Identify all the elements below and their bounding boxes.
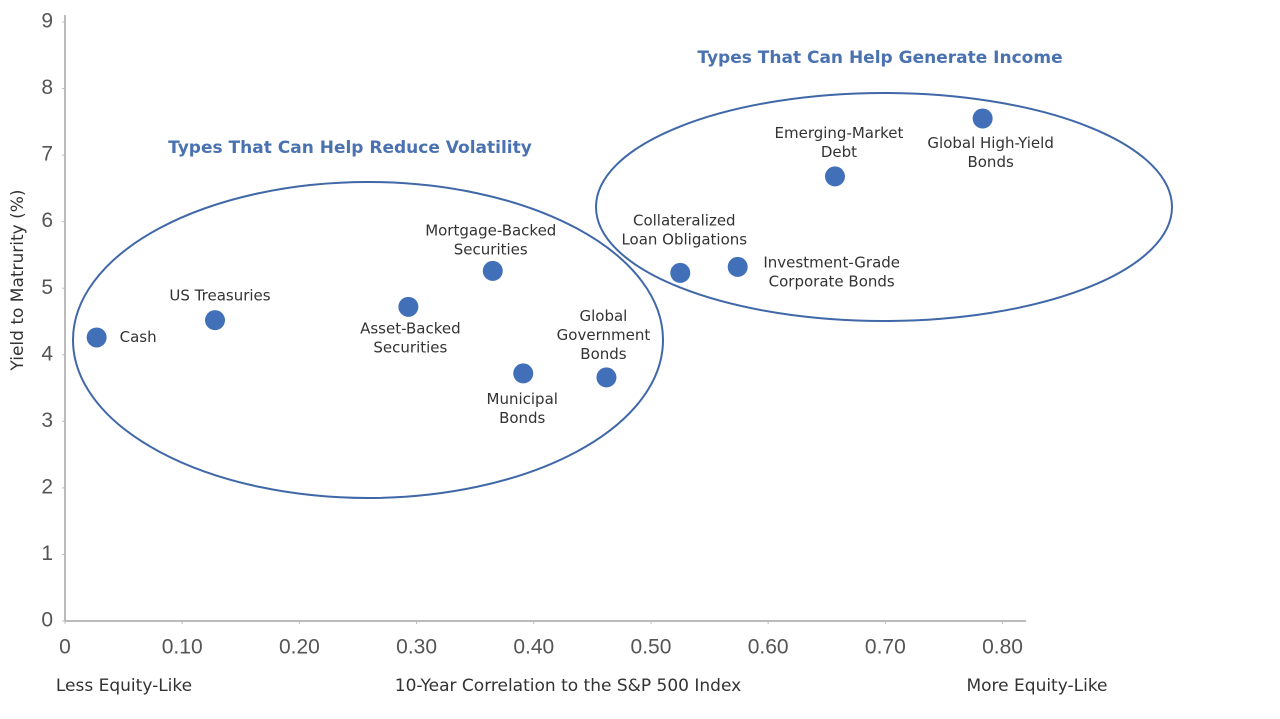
point-label: Securities [454, 240, 528, 258]
point-label: Bonds [580, 345, 626, 363]
point-label: Asset-Backed [360, 319, 461, 337]
point [596, 367, 617, 388]
point-label: Loan Obligations [621, 230, 747, 248]
point-label: Bonds [499, 409, 545, 427]
group-title: Types That Can Help Reduce Volatility [168, 138, 532, 158]
point-label: Cash [120, 328, 157, 346]
point-label: Mortgage-Backed [425, 221, 556, 239]
y-axis-label: Yield to Matrurity (%) [8, 189, 28, 371]
point-label: Investment-Grade [763, 253, 900, 271]
x-tick-label: 0.20 [279, 636, 320, 659]
y-tick-label: 6 [41, 209, 53, 232]
point-label: Emerging-Market [775, 124, 904, 142]
x-tick-label: 0.80 [982, 636, 1023, 659]
y-tick-label: 5 [41, 276, 53, 299]
x-axis-label: 10-Year Correlation to the S&P 500 Index [395, 676, 741, 696]
point [398, 296, 419, 317]
point [513, 363, 534, 384]
point-label: Global [580, 307, 628, 325]
y-tick-label: 4 [41, 342, 53, 365]
x-tick-label: 0.60 [748, 636, 789, 659]
x-tick-label: 0 [59, 636, 71, 659]
x-tick-label: 0.70 [865, 636, 906, 659]
group-ellipse [595, 92, 1173, 322]
y-tick-label: 1 [41, 542, 53, 565]
point-label: Government [557, 326, 651, 344]
point-label: Global High-Yield [927, 134, 1053, 152]
point-label: Debt [821, 143, 857, 161]
point [205, 310, 226, 331]
y-tick-label: 7 [41, 143, 53, 166]
y-tick-label: 9 [41, 10, 53, 33]
group-title: Types That Can Help Generate Income [697, 48, 1062, 68]
y-tick-label: 2 [41, 475, 53, 498]
y-tick-label: 8 [41, 76, 53, 99]
x-tick-label: 0.10 [162, 636, 203, 659]
y-tick-label: 0 [41, 609, 53, 632]
point [972, 108, 993, 129]
point [670, 262, 691, 283]
point [727, 256, 748, 277]
point [824, 166, 845, 187]
point-label: US Treasuries [169, 287, 270, 305]
y-tick-label: 3 [41, 409, 53, 432]
point-label: Municipal [487, 390, 558, 408]
x-tick-label: 0.50 [631, 636, 672, 659]
point-label: Securities [373, 338, 447, 356]
x-note: More Equity-Like [966, 676, 1107, 696]
x-tick-label: 0.30 [396, 636, 437, 659]
point [86, 327, 107, 348]
point-label: Corporate Bonds [769, 272, 895, 290]
point-label: Bonds [967, 153, 1013, 171]
point-label: Collateralized [633, 211, 736, 229]
point [482, 260, 503, 281]
x-note: Less Equity-Like [56, 676, 192, 696]
group-ellipse [72, 181, 664, 499]
x-tick-label: 0.40 [513, 636, 554, 659]
